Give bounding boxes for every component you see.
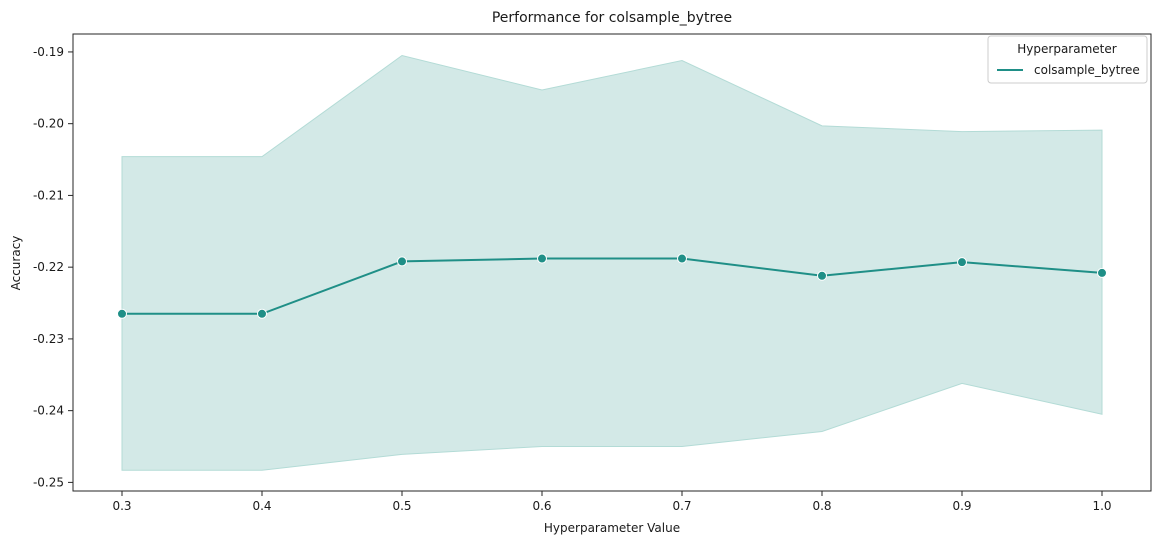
y-tick-label: -0.25 — [33, 475, 64, 489]
data-point — [817, 270, 827, 281]
axes: 0.3 0.4 0.5 0.6 0.7 0.8 0.9 1.0 -0.19 -0.20 -0.21 -… — [33, 33, 1152, 513]
legend-box — [987, 35, 1148, 84]
x-tick-label: 1.0 — [1092, 499, 1111, 513]
data-point — [957, 257, 967, 268]
y-tick-label: -0.24 — [33, 404, 64, 418]
y-axis-label: Accuracy — [9, 236, 23, 291]
data-point — [397, 256, 407, 267]
data-point — [537, 253, 547, 264]
y-tick-label: -0.21 — [33, 188, 64, 202]
data-point — [1097, 267, 1107, 278]
data-point — [117, 308, 127, 319]
legend: Hyperparameter colsample_bytree — [987, 35, 1148, 84]
x-tick-label: 0.9 — [952, 499, 971, 513]
x-tick-label: 0.3 — [112, 499, 131, 513]
x-axis-label: Hyperparameter Value — [544, 521, 680, 535]
legend-title: Hyperparameter — [1017, 42, 1116, 56]
chart-title: Performance for colsample_bytree — [492, 10, 732, 26]
y-tick-label: -0.23 — [33, 332, 64, 346]
legend-entry-label: colsample_bytree — [1034, 63, 1140, 77]
axes-frame — [72, 33, 1152, 492]
confidence-band — [121, 54, 1103, 471]
y-tick-label: -0.22 — [33, 260, 64, 274]
y-tick-label: -0.20 — [33, 117, 64, 131]
data-point — [257, 308, 267, 319]
x-tick-label: 0.6 — [532, 499, 551, 513]
series-line — [122, 257, 1103, 315]
x-tick-label: 0.5 — [392, 499, 411, 513]
x-tick-label: 0.7 — [672, 499, 691, 513]
data-point — [677, 253, 687, 264]
x-tick-label: 0.8 — [812, 499, 831, 513]
y-tick-label: -0.19 — [33, 45, 64, 59]
plot-area — [117, 54, 1107, 471]
x-tick-label: 0.4 — [252, 499, 271, 513]
